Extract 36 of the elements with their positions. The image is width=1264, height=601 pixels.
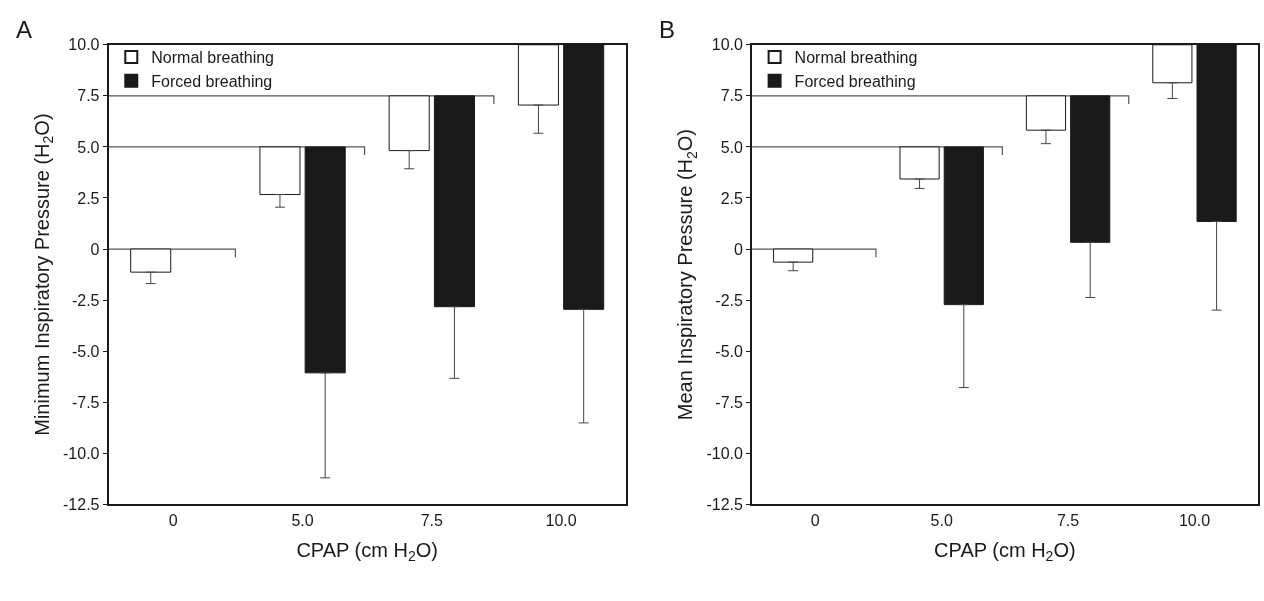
- x-axis-title: CPAP (cm H$_{2}$O): [934, 538, 1076, 564]
- legend-label: Forced breathing: [151, 73, 273, 91]
- text: A: [16, 16, 33, 43]
- y-tick-label: 0: [733, 240, 743, 258]
- y-tick-label: -2.5: [71, 291, 100, 309]
- y-tick-label: -5.0: [715, 342, 743, 360]
- x-tick-label: 10.0: [545, 511, 577, 529]
- text: B: [659, 16, 676, 43]
- x-tick-label: 0: [810, 511, 820, 529]
- y-tick-label: -7.5: [715, 393, 743, 411]
- x-tick-label: 5.0: [291, 511, 314, 529]
- legend-label: Normal breathing: [794, 49, 918, 67]
- x-tick-label: 10.0: [1178, 511, 1211, 529]
- x-tick-label: 5.0: [930, 511, 953, 529]
- y-tick-label: -10.0: [63, 444, 100, 462]
- x-tick-label: 0: [168, 511, 178, 529]
- x-tick-label: 7.5: [1056, 511, 1080, 529]
- y-tick-label: -5.0: [71, 342, 100, 360]
- legend-label: Forced breathing: [794, 73, 916, 91]
- y-tick-label: 2.5: [720, 189, 743, 207]
- y-tick-label: -7.5: [71, 393, 100, 411]
- y-tick-label: 7.5: [720, 87, 743, 105]
- legend-label: Normal breathing: [151, 49, 275, 67]
- y-tick-label: -12.5: [63, 496, 100, 513]
- x-tick-label: 7.5: [420, 511, 444, 529]
- y-tick-label: 2.5: [77, 189, 100, 207]
- y-tick-label: 5.0: [720, 138, 743, 156]
- y-tick-label: -2.5: [715, 291, 743, 309]
- y-tick-label: 5.0: [77, 138, 100, 156]
- x-axis-title: CPAP (cm H$_{2}$O): [296, 538, 438, 564]
- y-tick-label: 10.0: [711, 36, 743, 54]
- y-tick-label: 0: [90, 240, 100, 258]
- y-tick-label: 7.5: [77, 87, 100, 105]
- y-tick-label: 10.0: [68, 36, 100, 54]
- y-tick-label: -12.5: [706, 496, 743, 513]
- y-tick-label: -10.0: [706, 444, 743, 462]
